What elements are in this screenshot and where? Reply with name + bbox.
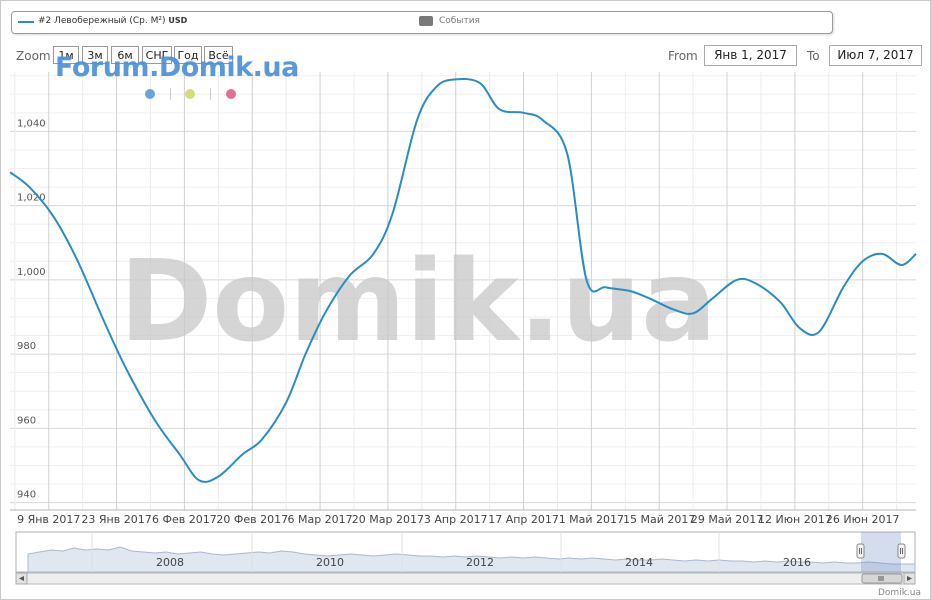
legend-series-item[interactable]: #2 Левобережный (Ср. M²) USD: [38, 16, 187, 26]
from-date-input[interactable]: Янв 1, 2017: [704, 45, 797, 66]
legend-series-name: #2 Левобережный (Ср. M²): [38, 16, 166, 26]
navigator-scrollbar-track[interactable]: [15, 572, 916, 585]
from-label: From: [668, 49, 698, 63]
zoom-button-ytd[interactable]: СНГ: [142, 46, 172, 64]
credit-text[interactable]: Domik.ua: [878, 588, 921, 598]
to-date-input[interactable]: Июл 7, 2017: [829, 45, 922, 66]
watermark-dot-blue: [145, 89, 155, 99]
watermark-forum: Forum.Domik.ua: [55, 52, 299, 83]
zoom-button-1m[interactable]: 1м: [53, 46, 79, 64]
navigator[interactable]: 2008 2010 2012 2014 2016: [0, 528, 931, 598]
zoom-button-3m[interactable]: 3м: [82, 46, 108, 64]
navigator-right-handle[interactable]: [897, 543, 906, 559]
navigator-selected-range[interactable]: [861, 532, 901, 572]
zoom-button-all[interactable]: Всё: [204, 46, 233, 64]
scrollbar-left-arrow[interactable]: [15, 572, 28, 585]
navigator-year-label: 2010: [316, 556, 344, 569]
navigator-year-label: 2016: [783, 556, 811, 569]
watermark-separator: [170, 88, 171, 100]
to-label: To: [807, 49, 820, 63]
watermark-separator: [210, 88, 211, 100]
events-legend-swatch[interactable]: [419, 16, 433, 26]
navigator-year-labels: 2008 2010 2012 2014 2016: [91, 532, 811, 572]
zoom-label: Zoom: [16, 49, 51, 63]
scrollbar-thumb[interactable]: [861, 573, 903, 584]
zoom-button-year[interactable]: Год: [174, 46, 202, 64]
navigator-year-label: 2012: [466, 556, 494, 569]
legend-series-unit: USD: [168, 16, 188, 25]
watermark-dot-pink: [226, 89, 236, 99]
scrollbar-right-arrow[interactable]: [903, 572, 916, 585]
watermark-dot-yellow: [185, 89, 195, 99]
zoom-button-6m[interactable]: 6м: [111, 46, 139, 64]
legend: #2 Левобережный (Ср. M²) USD События: [11, 11, 833, 34]
navigator-series-area: [27, 546, 916, 573]
navigator-year-label: 2008: [156, 556, 184, 569]
navigator-year-label: 2014: [625, 556, 653, 569]
series-line-swatch[interactable]: [18, 21, 34, 23]
navigator-left-handle[interactable]: [856, 543, 865, 559]
legend-events-label[interactable]: События: [439, 16, 480, 26]
